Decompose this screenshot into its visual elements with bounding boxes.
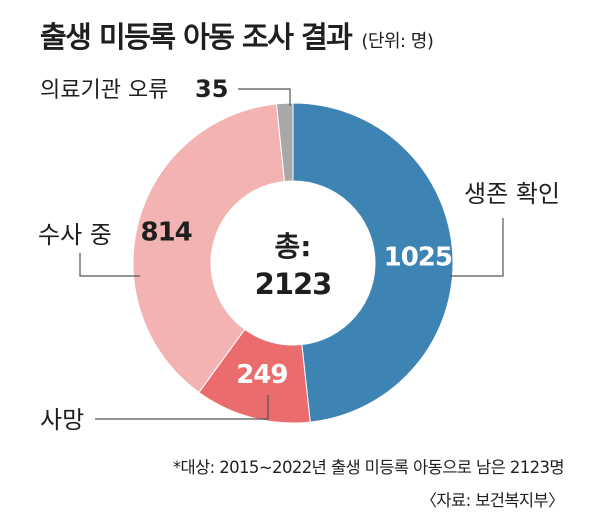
leader-line-medical-error [238, 88, 291, 106]
leader-line-death [95, 395, 269, 420]
source-note: 〈자료: 보건복지부〉 [420, 491, 565, 510]
slice-survival [292, 102, 454, 423]
value-label-death: 249 [236, 360, 287, 390]
value-label-investigation: 814 [141, 218, 192, 248]
center-total-label: 총: [275, 230, 312, 263]
center-total-value: 2123 [255, 267, 332, 301]
category-label-investigation: 수사 중 [38, 221, 112, 249]
category-label-survival: 생존 확인 [464, 180, 560, 208]
value-label-survival: 1025 [384, 242, 452, 272]
leader-line-survival [450, 218, 504, 277]
category-label-death: 사망 [40, 406, 84, 434]
unit-label: (단위: 명) [361, 31, 434, 52]
leader-line-investigation [79, 253, 140, 277]
footnote: *대상: 2015~2022년 출생 미등록 아동으로 남은 2123명 [172, 458, 565, 477]
slice-investigation [132, 103, 286, 394]
value-label-medical-error: 35 [195, 75, 228, 103]
slice-medical-error [275, 102, 294, 182]
category-label-medical-error: 의료기관 오류 [40, 78, 168, 103]
chart-title: 출생 미등록 아동 조사 결과 [40, 20, 353, 54]
